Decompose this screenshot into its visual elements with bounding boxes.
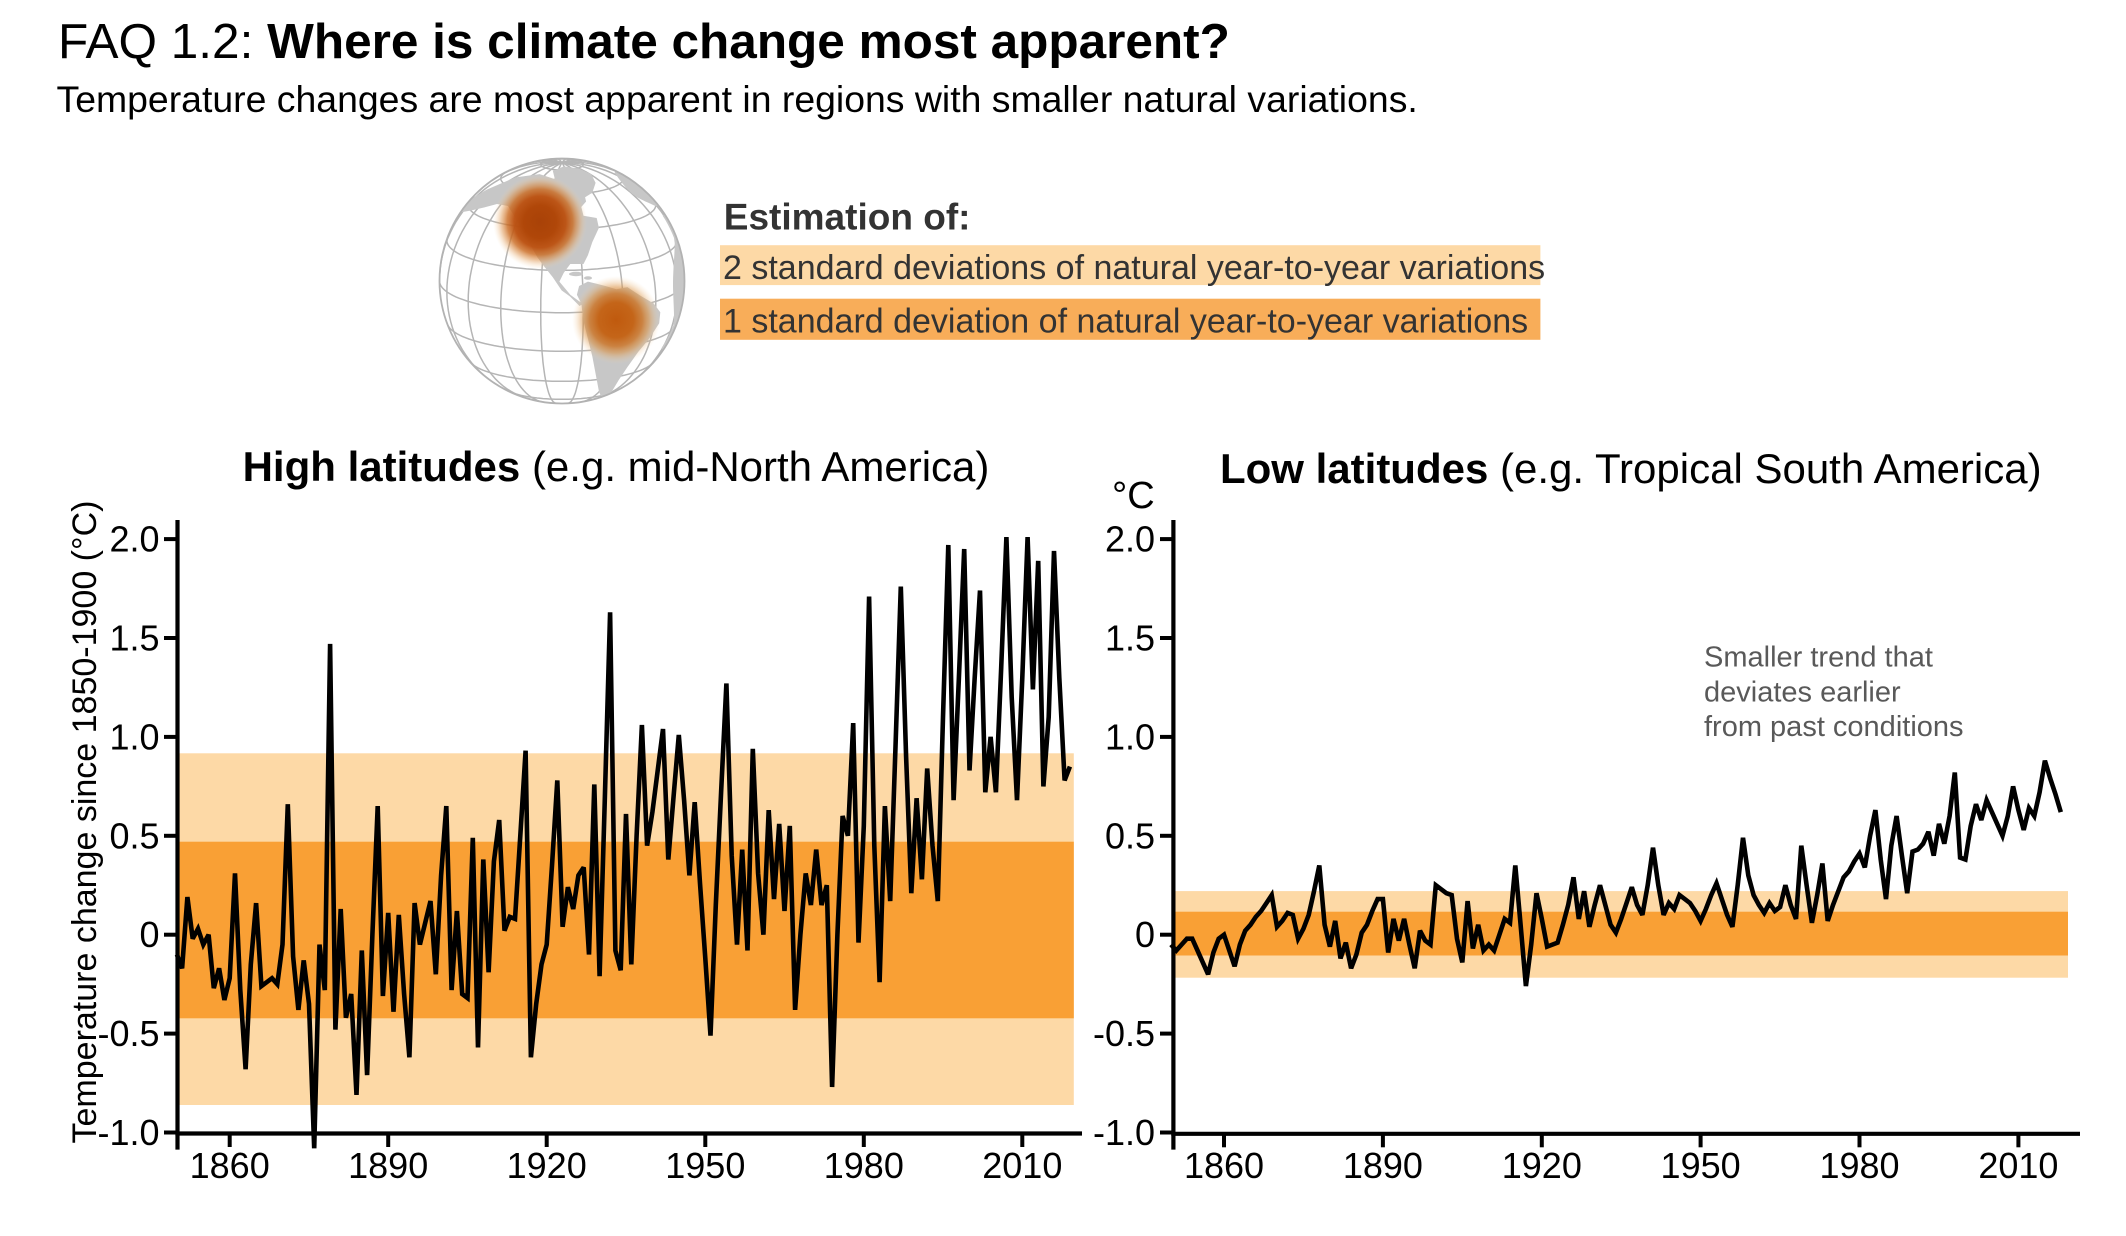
svg-text:1.5: 1.5 [109,618,159,659]
svg-text:1 standard deviation of natura: 1 standard deviation of natural year-to-… [723,303,1528,341]
svg-text:1980: 1980 [824,1145,904,1186]
svg-text:1920: 1920 [507,1145,587,1186]
svg-text:0.5: 0.5 [109,815,159,856]
svg-text:-1.0: -1.0 [97,1112,159,1153]
svg-text:Smaller trend that: Smaller trend that [1704,642,1933,674]
svg-text:Temperature changes are most a: Temperature changes are most apparent in… [57,78,1418,120]
svg-text:1860: 1860 [1184,1145,1264,1186]
svg-text:-1.0: -1.0 [1093,1112,1155,1153]
svg-text:2010: 2010 [1978,1145,2058,1186]
svg-text:2.0: 2.0 [1105,519,1155,560]
svg-text:2010: 2010 [982,1145,1062,1186]
svg-text:-0.5: -0.5 [1093,1013,1155,1054]
svg-text:High latitudes (e.g. mid-North: High latitudes (e.g. mid-North America) [243,443,990,490]
svg-text:-0.5: -0.5 [97,1013,159,1054]
svg-text:FAQ 1.2: Where is climate chan: FAQ 1.2: Where is climate change most ap… [58,14,1230,69]
svg-text:Estimation of:: Estimation of: [724,196,971,237]
svg-text:2.0: 2.0 [109,519,159,560]
svg-text:1.0: 1.0 [109,716,159,757]
svg-text:0: 0 [139,914,159,955]
svg-text:0: 0 [1135,914,1155,955]
svg-text:Temperature change since 1850-: Temperature change since 1850-1900 (°C) [66,501,104,1144]
svg-text:1.5: 1.5 [1105,618,1155,659]
svg-text:1950: 1950 [665,1145,745,1186]
svg-text:1890: 1890 [1343,1145,1423,1186]
svg-text:0.5: 0.5 [1105,815,1155,856]
svg-text:1920: 1920 [1502,1145,1582,1186]
svg-text:Low latitudes (e.g. Tropical S: Low latitudes (e.g. Tropical South Ameri… [1220,445,2042,492]
svg-text:from past conditions: from past conditions [1704,711,1964,743]
svg-text:1.0: 1.0 [1105,716,1155,757]
svg-text:1950: 1950 [1661,1145,1741,1186]
svg-text:deviates earlier: deviates earlier [1704,676,1901,708]
svg-text:1860: 1860 [190,1145,270,1186]
svg-text:1980: 1980 [1819,1145,1899,1186]
svg-text:1890: 1890 [348,1145,428,1186]
svg-text:°C: °C [1112,475,1155,517]
svg-text:2 standard deviations of natur: 2 standard deviations of natural year-to… [723,249,1545,287]
